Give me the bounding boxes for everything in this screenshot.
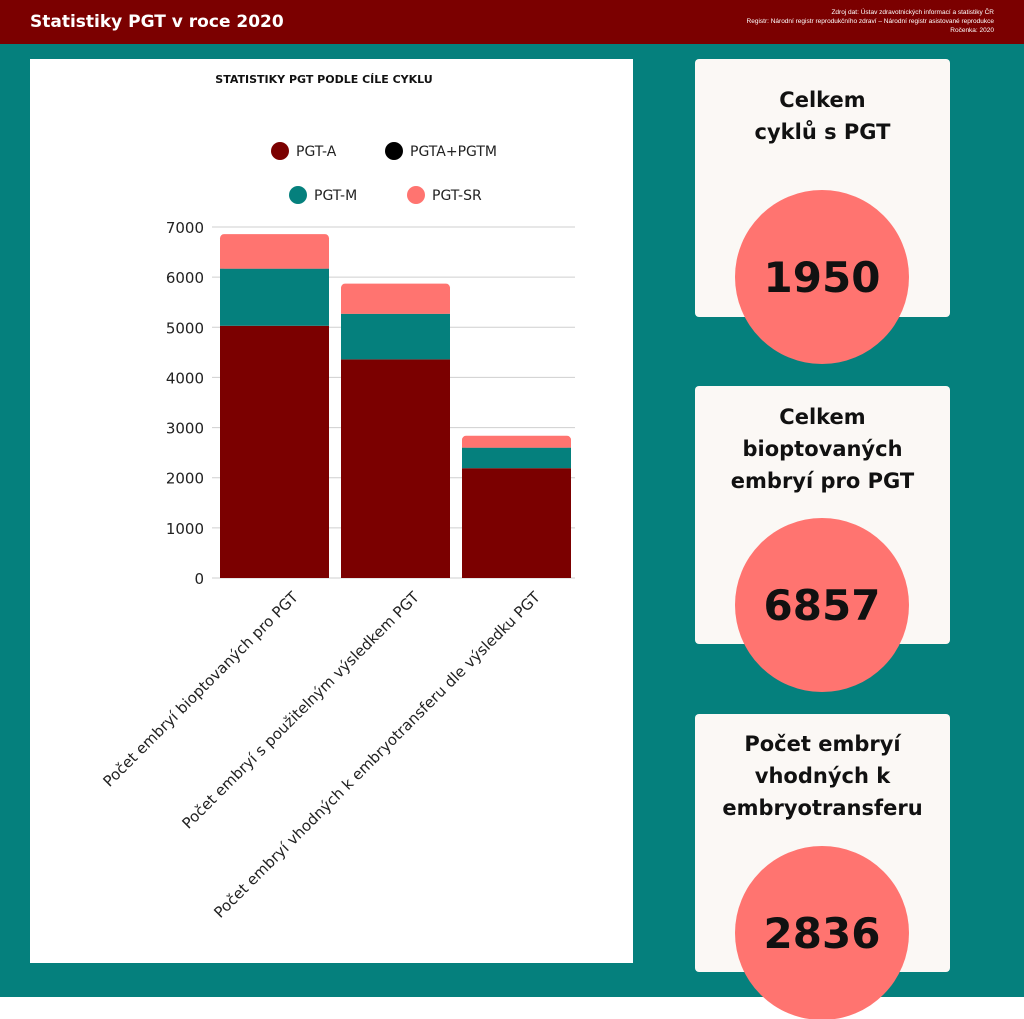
card-label-line: Počet embryí <box>744 732 901 756</box>
value-circle: 1950 <box>735 190 909 364</box>
page-title: Statistiky PGT v roce 2020 <box>30 12 284 32</box>
legend-item: PGT-M <box>289 186 357 204</box>
legend-swatch <box>289 186 307 204</box>
bar-segment-fill <box>341 288 450 314</box>
card-label: Celkem cyklů s PGT <box>695 84 950 148</box>
source-line-2: Registr: Národní registr reprodukčního z… <box>746 18 994 25</box>
card-label-line: bioptovaných <box>742 437 903 461</box>
legend-item: PGTA+PGTM <box>385 142 497 160</box>
card-value: 6857 <box>763 580 881 630</box>
chart-legend: PGT-A PGTA+PGTM PGT-M PGT-SR <box>271 142 497 204</box>
bar-segment-fill <box>462 440 571 448</box>
source-line-1: Zdroj dat: Ústav zdravotnických informac… <box>831 9 994 16</box>
legend-label: PGT-A <box>296 144 337 160</box>
bar-segment <box>220 268 329 326</box>
legend-item: PGT-SR <box>407 186 482 204</box>
y-tick-label: 6000 <box>166 269 204 287</box>
source-line-3: Ročenka: 2020 <box>950 27 994 34</box>
legend-swatch <box>407 186 425 204</box>
card-total-biopsied-embryos: Celkem bioptovaných embryí pro PGT 6857 <box>695 386 950 692</box>
bar-segment <box>462 447 571 469</box>
header-bar: Statistiky PGT v roce 2020 Zdroj dat: Ús… <box>0 0 1024 44</box>
x-tick-label: Počet embryí s použitelným výsledkem PGT <box>178 588 423 833</box>
y-tick-label: 1000 <box>166 520 204 538</box>
y-tick-label: 0 <box>194 570 204 588</box>
y-axis: 7000 6000 5000 4000 3000 2000 1000 0 <box>166 219 204 588</box>
chart-title: STATISTIKY PGT PODLE CÍLE CYKLU <box>215 73 432 86</box>
data-source-note: Zdroj dat: Ústav zdravotnických informac… <box>747 8 994 35</box>
x-tick-label: Počet embryí bioptovaných pro PGT <box>99 588 302 791</box>
y-tick-label: 2000 <box>166 470 204 488</box>
legend-label: PGT-M <box>314 188 357 204</box>
card-label: Celkem bioptovaných embryí pro PGT <box>695 401 950 497</box>
bar-segment <box>341 359 450 578</box>
stacked-bar-chart: STATISTIKY PGT PODLE CÍLE CYKLU PGT-A PGT… <box>99 73 575 922</box>
bar-segment <box>462 468 571 578</box>
bar-segment <box>341 313 450 360</box>
card-label: Počet embryí vhodných k embryotransferu <box>695 728 950 824</box>
legend-item: PGT-A <box>271 142 337 160</box>
chart-panel: STATISTIKY PGT PODLE CÍLE CYKLU PGT-A PGT… <box>30 59 633 963</box>
value-circle: 2836 <box>735 846 909 1019</box>
card-label-line: embryotransferu <box>722 796 923 820</box>
chart-bars <box>220 234 571 578</box>
card-value: 1950 <box>763 252 881 302</box>
bar-segment-fill <box>220 239 329 269</box>
card-total-cycles: Celkem cyklů s PGT 1950 <box>695 59 950 364</box>
legend-swatch <box>271 142 289 160</box>
y-tick-label: 7000 <box>166 219 204 237</box>
legend-label: PGTA+PGTM <box>410 144 497 160</box>
card-label-line: vhodných k <box>754 764 891 788</box>
card-label-line: Celkem <box>779 405 866 429</box>
card-label-line: cyklů s PGT <box>754 120 891 144</box>
y-tick-label: 5000 <box>166 319 204 337</box>
card-value: 2836 <box>763 908 881 958</box>
bar-segment <box>220 325 329 578</box>
legend-label: PGT-SR <box>432 188 482 204</box>
y-tick-label: 4000 <box>166 369 204 387</box>
value-circle: 6857 <box>735 518 909 692</box>
legend-swatch <box>385 142 403 160</box>
card-label-line: embryí pro PGT <box>730 469 915 493</box>
card-embryos-for-transfer: Počet embryí vhodných k embryotransferu … <box>695 714 950 1019</box>
card-label-line: Celkem <box>779 88 866 112</box>
y-tick-label: 3000 <box>166 420 204 438</box>
